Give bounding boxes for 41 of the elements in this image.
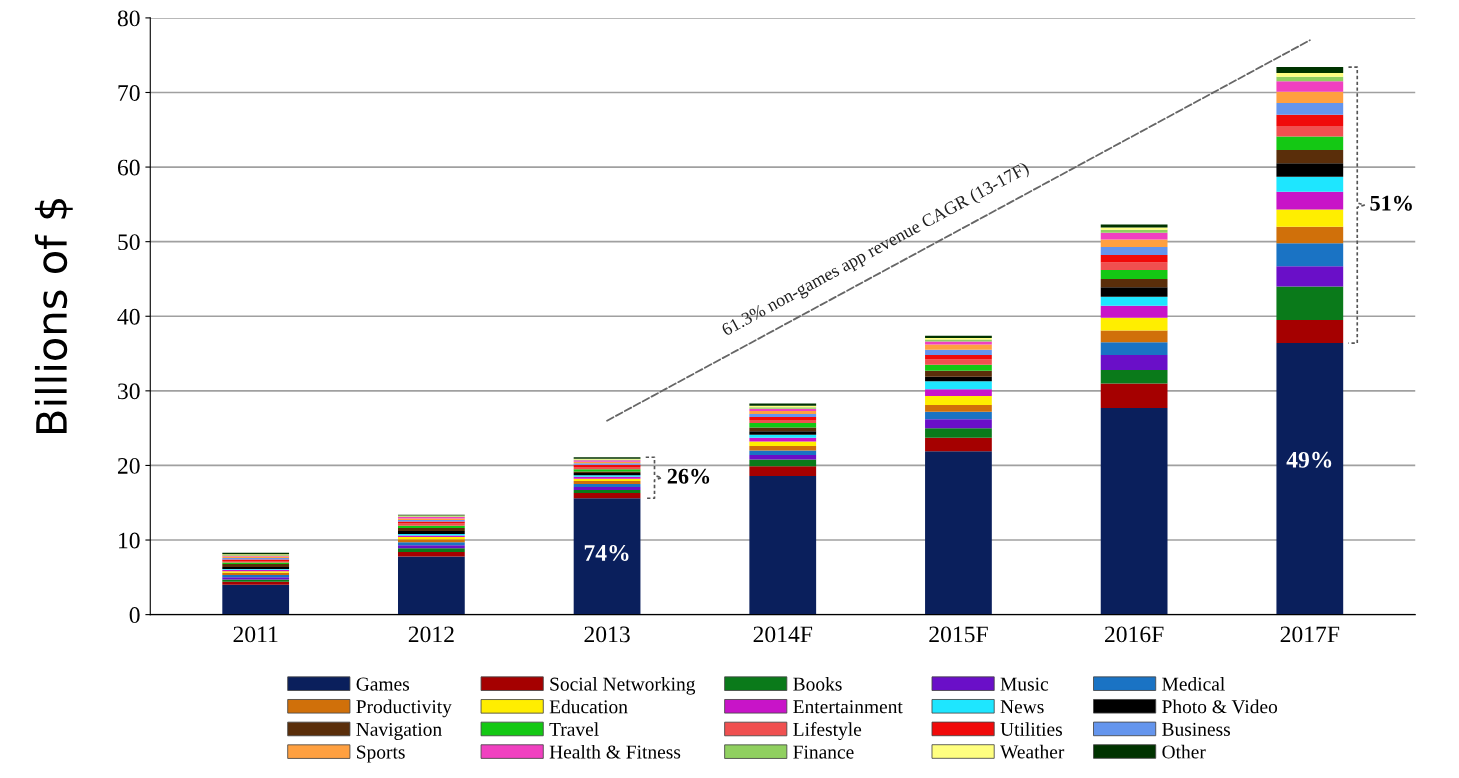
- y-tick-label: 60: [117, 159, 140, 176]
- legend-label: Games: [356, 677, 410, 691]
- legend-label: Photo & Video: [1162, 699, 1278, 714]
- y-tick-label: 20: [117, 457, 140, 474]
- legend-label: Navigation: [356, 722, 442, 740]
- x-tick-label: 2011: [233, 626, 278, 643]
- x-tick-label: 2017F: [1280, 626, 1340, 643]
- annotation: 49%: [1286, 451, 1332, 468]
- legend-label: Other: [1162, 744, 1206, 759]
- legend-label: Utilities: [1000, 722, 1062, 736]
- y-tick-label: 0: [129, 607, 140, 624]
- legend-label: Sports: [357, 745, 405, 763]
- legend-label: Lifestyle: [793, 722, 862, 740]
- legend-label: Health & Fitness: [549, 744, 681, 759]
- legend-label: Music: [1000, 677, 1049, 691]
- legend-label: Books: [793, 676, 842, 691]
- x-tick-label: 2016F: [1104, 626, 1164, 643]
- legend-label: News: [1000, 700, 1044, 714]
- legend-label: Entertainment: [793, 700, 903, 714]
- y-tick-label: 10: [119, 532, 140, 549]
- legend-label: Weather: [1000, 744, 1065, 759]
- annotation: 51%: [1370, 195, 1412, 211]
- legend-label: Social Networking: [550, 676, 696, 695]
- legend-label: Medical: [1162, 676, 1225, 691]
- y-tick-label: 40: [117, 308, 140, 325]
- x-tick-label: 2012: [408, 626, 454, 643]
- annotation: 26%: [667, 468, 710, 484]
- legend-label: Travel: [549, 722, 599, 736]
- legend-label: Business: [1162, 722, 1231, 736]
- x-tick-label: 2015F: [929, 626, 988, 643]
- y-tick-label: 30: [118, 383, 140, 400]
- y-tick-label: 80: [117, 10, 140, 27]
- legend-label: Productivity: [356, 699, 452, 718]
- y-axis-title: Billions of $: [34, 198, 73, 433]
- annotation: 74%: [584, 544, 629, 561]
- x-tick-label: 2014F: [753, 626, 813, 643]
- legend-label: Education: [549, 699, 628, 714]
- x-tick-label: 2013: [584, 626, 630, 643]
- legend-label: Finance: [793, 745, 854, 759]
- y-tick-label: 70: [118, 84, 140, 101]
- y-tick-label: 50: [118, 234, 140, 251]
